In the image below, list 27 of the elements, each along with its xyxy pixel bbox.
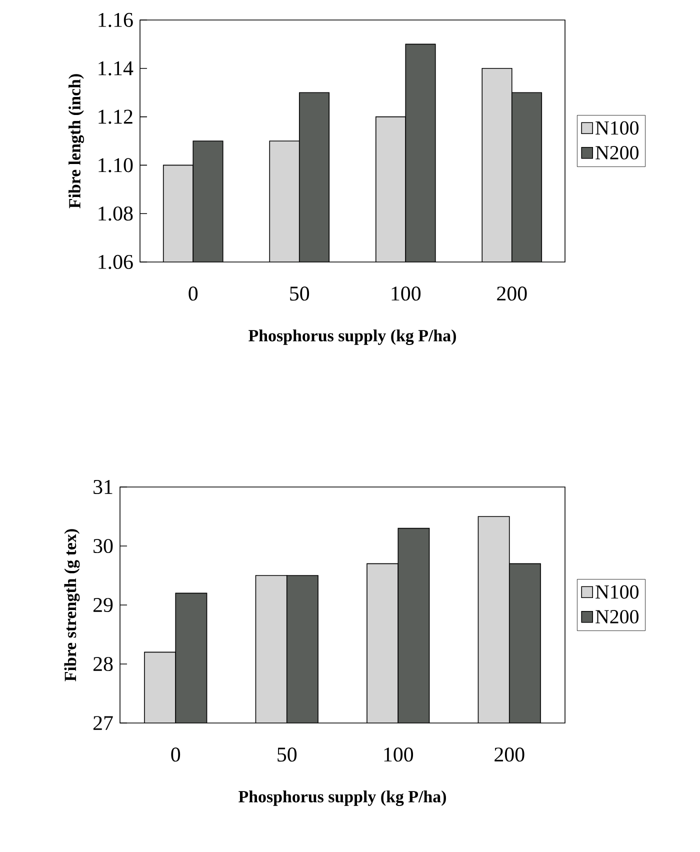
y-tick-label: 28 — [93, 656, 113, 672]
x-tick-label: 0 — [188, 286, 198, 301]
x-tick-label: 200 — [497, 286, 527, 301]
y-tick-label: 30 — [94, 538, 113, 554]
x-axis-title: Phosphorus supply (kg P/ha) — [238, 790, 446, 806]
legend-label: N200 — [596, 146, 639, 160]
x-tick-label: 100 — [384, 748, 414, 762]
y-tick-label: 1.12 — [98, 110, 132, 124]
y-tick-label: 1.10 — [98, 158, 133, 172]
y-axis-title: Fibre strength (g tex) — [64, 529, 80, 682]
y-tick-label: 31 — [94, 480, 112, 494]
x-axis-title: Phosphorus supply (kg P/ha) — [248, 329, 456, 345]
legend-label: N100 — [596, 585, 639, 599]
y-tick-label: 29 — [93, 598, 113, 612]
legend-label: N200 — [596, 610, 639, 624]
x-tick-label: 0 — [171, 748, 180, 762]
x-tick-label: 50 — [290, 286, 310, 301]
y-tick-label: 1.14 — [98, 61, 134, 76]
legend-label: N100 — [596, 121, 639, 135]
y-axis-title: Fibre length (inch) — [68, 74, 84, 208]
x-tick-label: 200 — [494, 748, 524, 762]
x-tick-label: 50 — [278, 748, 297, 762]
x-tick-label: 100 — [392, 286, 421, 301]
y-tick-label: 27 — [93, 716, 113, 730]
y-tick-label: 1.16 — [98, 12, 133, 28]
y-tick-label: 1.06 — [98, 254, 133, 270]
y-tick-label: 1.08 — [98, 206, 133, 221]
